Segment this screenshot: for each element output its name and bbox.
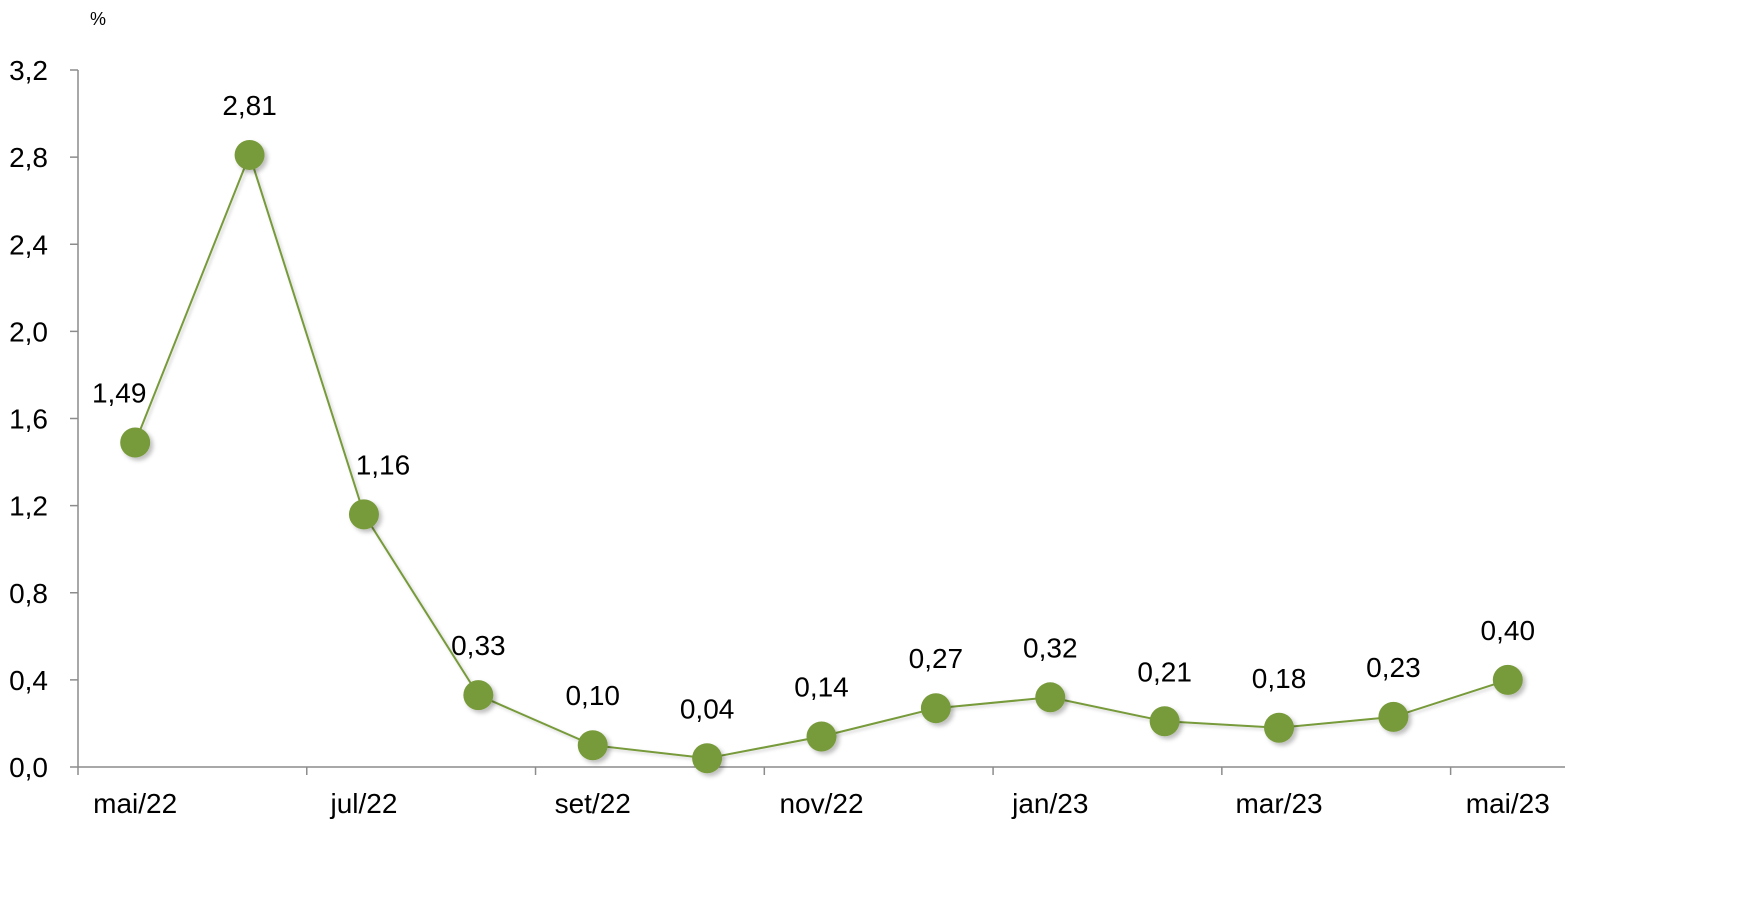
x-axis: mai/22 jul/22 set/22 nov/22 jan/23 mar/23 mai/… (77, 766, 1565, 819)
data-point (1378, 701, 1409, 732)
x-axis-tick-label: jul/22 (329, 788, 397, 819)
data-point (692, 743, 723, 774)
data-point (463, 680, 494, 711)
x-axis-tick-label: jan/23 (1011, 788, 1088, 819)
data-point (577, 730, 608, 761)
y-axis-tick-label: 2,0 (9, 316, 48, 347)
x-axis-tick-label: set/22 (555, 788, 631, 819)
x-axis-tick-label: mar/23 (1235, 788, 1322, 819)
y-axis-tick-label: 1,6 (9, 404, 48, 435)
y-axis-unit-label: % (90, 9, 106, 29)
data-label: 1,16 (356, 449, 411, 480)
y-axis: 0,0 0,4 0,8 1,2 1,6 2,0 2,4 2,8 3,2 (9, 55, 79, 783)
x-axis-tick-label: mai/22 (93, 788, 177, 819)
data-point (1149, 706, 1180, 737)
series-group: 1,49 2,81 1,16 0,33 0,10 0,04 0,14 0,27 0,32 0,21… (92, 90, 1536, 774)
data-label: 0,04 (680, 693, 735, 724)
y-axis-tick-label: 1,2 (9, 491, 48, 522)
data-label: 0,18 (1252, 663, 1307, 694)
data-point (1035, 682, 1066, 713)
x-axis-tick-label: mai/23 (1466, 788, 1550, 819)
data-point (234, 139, 265, 170)
data-label: 0,27 (909, 643, 964, 674)
y-axis-tick-label: 2,4 (9, 229, 48, 260)
data-label: 0,23 (1366, 652, 1421, 683)
y-axis-tick-label: 2,8 (9, 142, 48, 173)
y-axis-tick-label: 3,2 (9, 55, 48, 86)
data-label: 0,14 (794, 672, 849, 703)
data-label: 0,10 (565, 680, 620, 711)
data-label: 0,33 (451, 630, 506, 661)
data-label: 0,40 (1481, 615, 1536, 646)
data-label: 1,49 (92, 377, 147, 408)
data-point (348, 499, 379, 530)
data-point (120, 427, 151, 458)
data-label: 2,81 (222, 90, 277, 121)
data-label: 0,21 (1137, 656, 1192, 687)
data-point (806, 721, 837, 752)
y-axis-tick-label: 0,4 (9, 665, 48, 696)
data-label: 0,32 (1023, 632, 1078, 663)
data-point (1264, 712, 1295, 743)
data-point (1492, 664, 1523, 695)
y-axis-tick-label: 0,8 (9, 578, 48, 609)
y-axis-tick-label: 0,0 (9, 752, 48, 783)
data-point (920, 693, 951, 724)
x-axis-tick-label: nov/22 (779, 788, 863, 819)
